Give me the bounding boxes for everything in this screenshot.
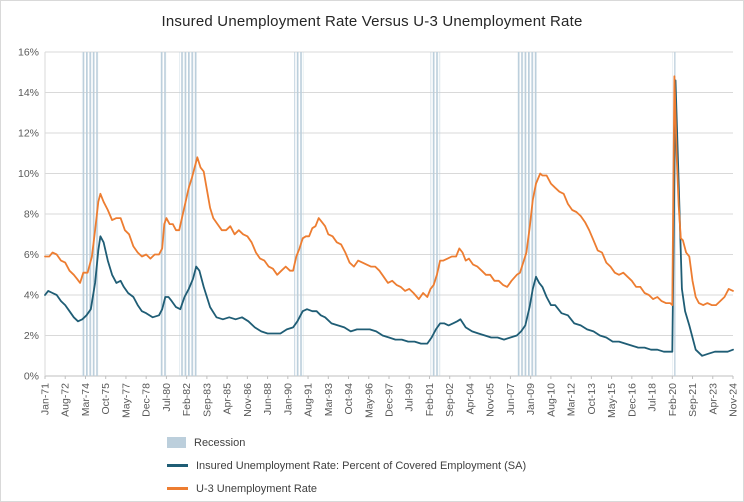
x-tick-label: Dec-78	[141, 383, 153, 417]
recession-legend-label: Recession	[194, 436, 246, 449]
series-line-0	[44, 79, 734, 357]
recession-band	[81, 52, 100, 376]
x-tick-label: Sep-83	[201, 383, 213, 417]
x-tick-label: Jan-90	[282, 383, 294, 415]
x-tick-label: Feb-82	[181, 383, 193, 416]
insured-rate-line-swatch	[167, 464, 188, 467]
x-tick-label: Aug-72	[60, 383, 72, 417]
x-tick-label: May-15	[606, 383, 618, 418]
y-tick-label: 12%	[18, 128, 39, 140]
x-tick-label: Jun-07	[505, 383, 517, 415]
x-tick-label: Apr-85	[222, 383, 234, 415]
x-tick-label: Jan-71	[40, 383, 52, 415]
chart-title: Insured Unemployment Rate Versus U-3 Une…	[161, 13, 583, 30]
recession-band	[430, 52, 441, 376]
y-tick-label: 0%	[24, 371, 39, 383]
recession-band	[516, 52, 538, 376]
x-tick-label: Aug-91	[303, 383, 315, 417]
x-tick-label: Apr-04	[464, 383, 476, 415]
x-tick-label: Oct-13	[586, 383, 598, 415]
x-tick-label: Jul-99	[404, 383, 416, 412]
y-tick-label: 14%	[18, 87, 39, 99]
y-tick-label: 16%	[18, 47, 39, 59]
chart-legend: Recession Insured Unemployment Rate: Per…	[167, 435, 526, 496]
x-tick-label: Nov-05	[485, 383, 497, 417]
x-tick-label: Sep-02	[444, 383, 456, 417]
y-tick-label: 2%	[24, 330, 39, 342]
recession-band	[160, 52, 168, 376]
recession-band	[179, 52, 198, 376]
x-tick-label: Feb-20	[667, 383, 679, 416]
x-tick-label: Jul-80	[161, 383, 173, 412]
insured-rate-legend-label: Insured Unemployment Rate: Percent of Co…	[196, 459, 527, 472]
x-tick-label: Aug-10	[545, 383, 557, 417]
x-tick-label: Dec-97	[384, 383, 396, 417]
y-tick-label: 8%	[24, 209, 39, 221]
u3-rate-line-swatch	[167, 487, 188, 490]
y-tick-label: 10%	[18, 168, 39, 180]
x-tick-label: Apr-23	[707, 383, 719, 415]
x-tick-label: Jul-18	[647, 383, 659, 412]
x-tick-label: Jun-88	[262, 383, 274, 415]
x-tick-label: Mar-12	[566, 383, 578, 416]
x-tick-label: Mar-93	[323, 383, 335, 416]
legend-item-recession: Recession	[167, 435, 526, 450]
x-tick-label: Nov-24	[728, 383, 740, 417]
u3-rate-legend-label: U-3 Unemployment Rate	[196, 482, 318, 495]
x-tick-label: Oct-94	[343, 383, 355, 415]
y-tick-label: 6%	[24, 249, 39, 261]
x-tick-label: Mar-74	[80, 383, 92, 416]
legend-item-u3-rate: U-3 Unemployment Rate	[167, 481, 526, 496]
series-line-1	[44, 75, 734, 307]
x-tick-label: Dec-16	[626, 383, 638, 417]
x-tick-label: Sep-21	[687, 383, 699, 417]
y-tick-label: 4%	[24, 290, 39, 302]
x-tick-label: Feb-01	[424, 383, 436, 416]
x-tick-label: Oct-75	[100, 383, 112, 415]
recession-band	[294, 52, 304, 376]
legend-item-insured-rate: Insured Unemployment Rate: Percent of Co…	[167, 458, 526, 473]
x-tick-label: Jan-09	[525, 383, 537, 415]
x-tick-label: May-96	[363, 383, 375, 418]
recession-swatch	[167, 437, 186, 448]
x-tick-label: May-77	[120, 383, 132, 418]
x-tick-label: Nov-86	[242, 383, 254, 417]
